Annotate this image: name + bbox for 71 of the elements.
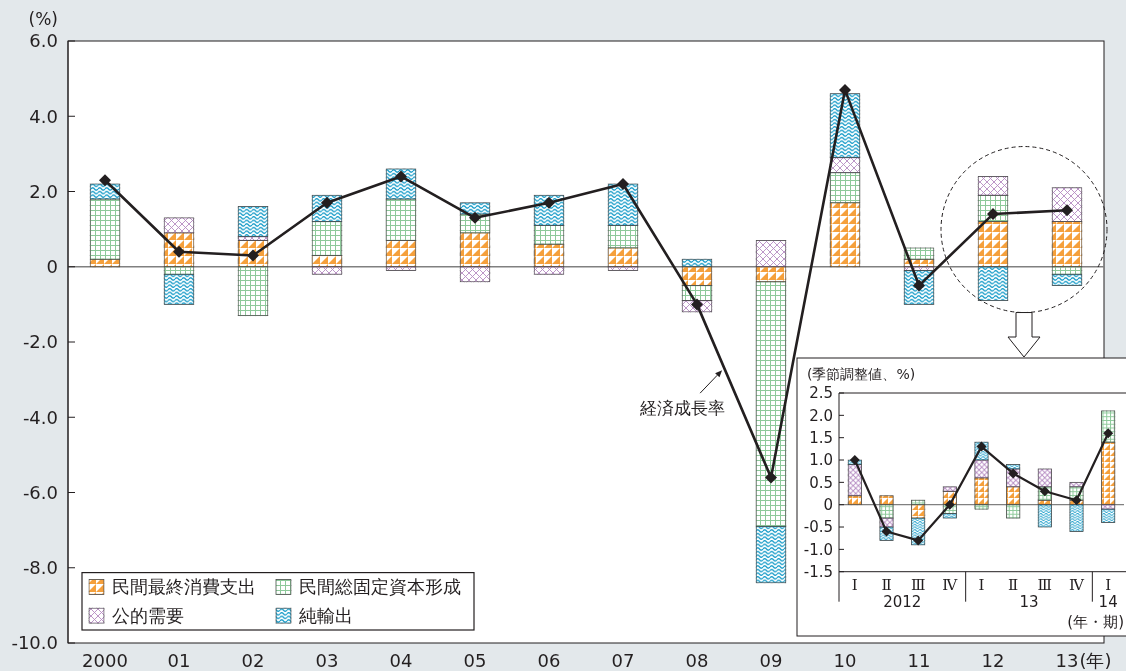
y-tick-label: -2.0: [22, 331, 58, 353]
y-tick-label: -8.0: [22, 557, 58, 579]
point: [849, 455, 860, 466]
y-tick-label: -1.0: [803, 540, 833, 559]
x-axis-title: (年・期): [1067, 613, 1124, 632]
point: [617, 177, 629, 190]
x-tick-label: 03: [315, 650, 339, 671]
point: [395, 170, 407, 183]
point: [881, 526, 892, 537]
point: [944, 499, 955, 510]
legend-label: 民間最終消費支出: [112, 576, 256, 598]
y-tick-label: 4.0: [29, 105, 58, 127]
point: [1039, 486, 1050, 497]
point: [1103, 428, 1114, 439]
x-tick-label: Ⅱ: [1008, 576, 1019, 595]
legend-label: 公的需要: [112, 605, 184, 627]
x-tick-label: Ⅰ: [978, 576, 985, 595]
x-tick-label: Ⅲ: [1037, 576, 1053, 595]
y-tick-label: 1.0: [809, 451, 833, 470]
annotation: 14: [1098, 592, 1118, 611]
legend-label: 純輸出: [299, 605, 353, 627]
x-tick-label: 10: [833, 650, 857, 671]
annotation: 13: [1019, 592, 1039, 611]
point: [691, 298, 703, 311]
x-tick-label: Ⅰ: [851, 576, 858, 595]
point: [99, 174, 111, 187]
y-tick-label: -1.5: [803, 563, 833, 582]
y-tick-label: 2.0: [809, 406, 833, 425]
y-axis-title: (季節調整値、%): [807, 366, 916, 382]
point: [543, 196, 555, 209]
x-axis-title: (年): [1079, 650, 1112, 671]
x-tick-label: 04: [389, 650, 413, 671]
x-tick-label: Ⅳ: [1069, 576, 1085, 595]
y-tick-label: 2.0: [29, 180, 58, 202]
y-tick-label: 0: [823, 496, 833, 515]
point: [1071, 495, 1082, 506]
annotation: 2012: [883, 592, 922, 611]
y-tick-label: 1.5: [809, 429, 833, 448]
bar: [1101, 508, 1116, 523]
y-tick-label: 6.0: [29, 30, 58, 52]
x-tick-label: 12: [981, 650, 1005, 671]
y-axis-title: (%): [28, 9, 58, 29]
x-tick-label: 2000: [82, 650, 128, 671]
point: [913, 535, 924, 546]
x-tick-label: 06: [537, 650, 561, 671]
x-tick-label: 02: [241, 650, 265, 671]
y-tick-label: -0.5: [803, 518, 833, 537]
x-tick-label: Ⅳ: [942, 576, 959, 595]
bar: [1069, 504, 1084, 532]
x-tick-label: 08: [685, 650, 709, 671]
bar: [237, 206, 269, 238]
x-tick-label: 09: [759, 650, 783, 671]
x-tick-label: Ⅰ: [1105, 576, 1112, 595]
point: [765, 471, 777, 484]
x-tick-label: 07: [611, 650, 635, 671]
series-label: 経済成長率: [639, 398, 726, 419]
y-tick-label: -10.0: [11, 632, 58, 654]
y-tick-label: 0.5: [809, 473, 833, 492]
x-tick-label: Ⅱ: [881, 576, 892, 595]
x-tick-label: 01: [167, 650, 191, 671]
y-tick-label: 2.5: [809, 384, 833, 403]
x-tick-label: 05: [463, 650, 487, 671]
x-tick-label: 11: [907, 650, 931, 671]
bar: [1037, 504, 1052, 528]
x-tick-label: Ⅲ: [910, 576, 926, 595]
y-tick-label: 0: [46, 256, 58, 278]
legend-label: 民間総固定資本形成: [299, 576, 461, 598]
x-tick-label: 13: [1055, 650, 1079, 671]
y-tick-label: -4.0: [22, 406, 58, 428]
y-tick-label: -6.0: [22, 481, 58, 503]
point: [839, 83, 851, 96]
